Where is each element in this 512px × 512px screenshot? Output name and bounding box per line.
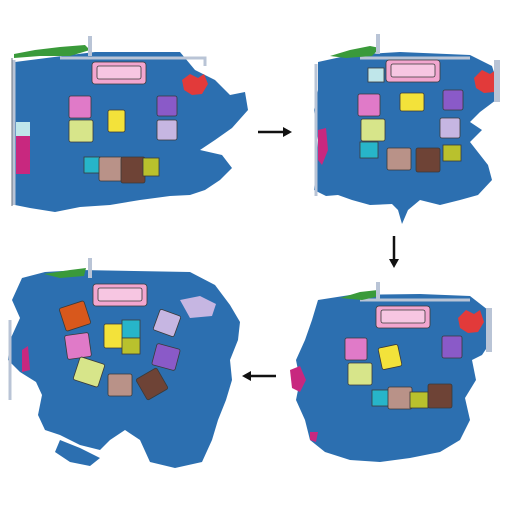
chair-olive-2 [442,144,462,162]
chair-olive-1 [142,157,160,177]
ottoman-cyan-2 [359,141,379,159]
chair-orange-4 [59,300,91,332]
scene-1 [11,36,248,212]
chair-lavender-2 [439,117,461,139]
panel-1-window [16,122,30,136]
plant-3 [340,290,380,300]
plant-4 [44,268,86,278]
ottoman-light-2 [367,67,385,83]
rug-3 [290,366,306,392]
sofa-cushion-3 [380,309,426,324]
chair-pink-3 [344,337,368,361]
chair-brown-2 [415,147,441,173]
chair-lime-1 [68,119,94,143]
sofa-cushion-1 [96,65,142,80]
ottoman-cyan-4 [121,319,141,339]
rug-3b [310,432,318,442]
chair-purple-4 [151,343,181,371]
lamp-1 [88,36,92,56]
lamp-4 [88,258,92,278]
chair-lavender-4 [153,309,181,337]
arrow-down-icon [389,236,399,268]
chair-pink-2 [357,93,381,117]
chair-olive-4 [121,337,141,355]
flowers-2 [474,70,500,93]
chair-lime-4 [73,356,105,388]
scene-2 [314,34,500,224]
chair-brown-4 [135,367,169,401]
plant-2 [330,46,380,58]
chair-purple-2 [442,89,464,111]
ottoman-cyan-1 [83,156,101,174]
chair-mauve-3 [387,386,413,410]
chair-yellow-2 [399,92,425,112]
chair-lime-2 [360,118,386,142]
chair-lime-3 [347,362,373,386]
rug-1 [16,136,30,174]
chair-yellow-3 [377,344,403,370]
arrow-right-icon [258,127,292,137]
chair-pink-4 [64,332,92,360]
sofa-cushion-4 [97,287,143,302]
door-2 [494,60,500,102]
floor-4-island [55,440,100,466]
chair-pink-1 [68,95,92,119]
chair-purple-3 [441,335,463,359]
flowers-1 [182,74,208,95]
chair-lavender-1 [156,119,178,141]
rug-4 [22,346,30,372]
chair-yellow-1 [107,109,126,133]
plant-1 [14,45,90,58]
chair-mauve-1 [98,156,124,182]
chair-olive-3 [409,391,429,409]
scene-3 [290,282,492,462]
rug-2 [318,128,328,165]
chair-mauve-2 [386,147,412,171]
door-3 [486,308,492,352]
lamp-3 [376,282,380,300]
lamp-2 [376,34,380,54]
arrow-left-icon [242,371,276,381]
chair-brown-1 [120,156,146,184]
chair-mauve-4 [107,373,133,397]
sofa-cushion-2 [390,63,436,78]
wall-top-1 [60,56,207,66]
chair-brown-3 [427,383,453,409]
scene-4 [8,258,240,468]
flowers-3 [458,310,484,333]
shelf-4 [180,296,216,318]
chair-yellow-4 [103,323,125,349]
ottoman-cyan-3 [371,389,391,407]
chair-purple-1 [156,95,178,117]
